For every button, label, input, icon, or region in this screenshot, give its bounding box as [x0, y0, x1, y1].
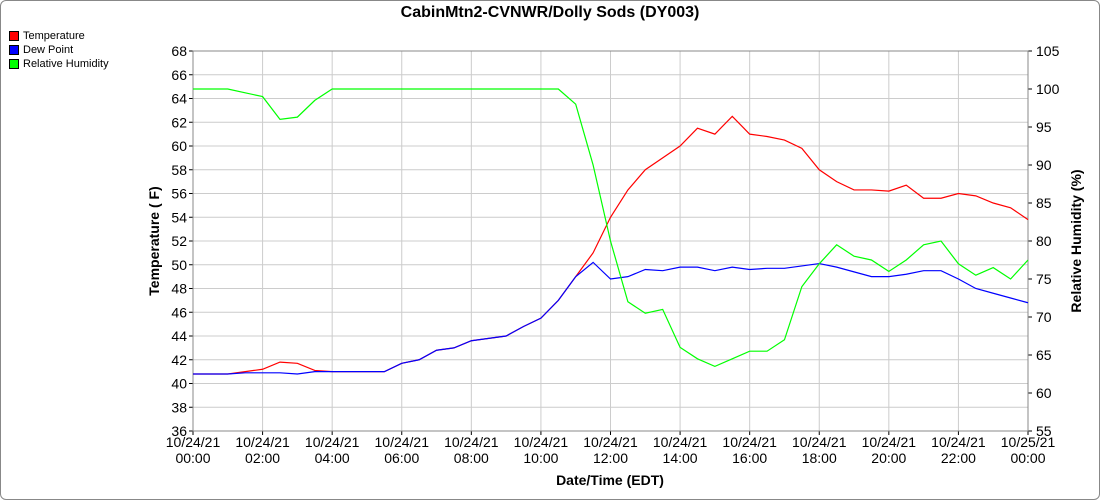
x-tick-label: 10/24/21 18:00: [792, 434, 847, 466]
series-line: [193, 261, 1029, 375]
x-tick-label: 10/24/21 08:00: [444, 434, 499, 466]
x-tick-label: 10/25/21 00:00: [1000, 434, 1056, 466]
legend-swatch: [9, 59, 19, 69]
legend-item: Temperature: [9, 29, 109, 43]
y-tick-label: 64: [171, 91, 187, 107]
y-tick-label: 58: [171, 162, 187, 178]
series-line: [193, 88, 1029, 368]
y-tick-label: 50: [171, 257, 187, 273]
x-tick-label: 10/24/21 00:00: [165, 434, 221, 466]
y2-tick-label: 65: [1036, 347, 1052, 363]
legend-swatch: [9, 45, 19, 55]
legend: Temperature Dew Point Relative Humidity: [9, 29, 109, 71]
x-tick-label: 10/24/21 12:00: [583, 434, 638, 466]
y-tick-label: 60: [171, 138, 187, 154]
y2-tick-label: 85: [1036, 195, 1052, 211]
y-tick-label: 38: [171, 399, 187, 415]
legend-swatch: [9, 31, 19, 41]
x-tick-label: 10/24/21 10:00: [513, 434, 569, 466]
x-tick-label: 10/24/21 02:00: [235, 434, 290, 466]
y-tick-label: 48: [171, 281, 187, 297]
x-tick-label: 10/24/21 16:00: [722, 434, 777, 466]
y2-tick-label: 75: [1036, 271, 1052, 287]
x-axis-label: Date/Time (EDT): [556, 472, 664, 488]
y-tick-label: 62: [171, 114, 187, 130]
y2-tick-label: 70: [1036, 309, 1052, 325]
plot-frame: [192, 50, 1029, 432]
legend-item: Relative Humidity: [9, 57, 109, 71]
y2-tick-label: 95: [1036, 119, 1052, 135]
legend-item: Dew Point: [9, 43, 109, 57]
y2-axis-label: Relative Humidity (%): [1068, 169, 1084, 312]
y-tick-label: 36: [171, 423, 187, 439]
legend-label: Relative Humidity: [23, 58, 109, 70]
x-tick-label: 10/24/21 06:00: [374, 434, 430, 466]
y2-tick-label: 90: [1036, 157, 1052, 173]
y2-tick-label: 80: [1036, 233, 1052, 249]
x-tick-label: 10/24/21 20:00: [861, 434, 917, 466]
chart-title: CabinMtn2-CVNWR/Dolly Sods (DY003): [401, 4, 700, 21]
y-tick-label: 56: [171, 186, 187, 202]
x-tick-label: 10/24/21 14:00: [652, 434, 708, 466]
y-tick-label: 66: [171, 67, 187, 83]
y2-tick-label: 60: [1036, 385, 1052, 401]
x-tick-label: 10/24/21 22:00: [931, 434, 986, 466]
y-tick-label: 44: [171, 328, 187, 344]
y2-tick-label: 55: [1036, 423, 1052, 439]
y-axis-label: Temperature ( F): [146, 186, 162, 295]
legend-label: Dew Point: [23, 44, 74, 56]
y-tick-label: 46: [171, 304, 187, 320]
y-tick-label: 42: [171, 352, 187, 368]
x-tick-label: 10/24/21 04:00: [304, 434, 360, 466]
y-tick-label: 54: [171, 209, 187, 225]
legend-label: Temperature: [23, 30, 85, 42]
y-tick-label: 68: [171, 43, 187, 59]
y-tick-label: 40: [171, 376, 187, 392]
y2-tick-label: 105: [1036, 43, 1060, 59]
y-tick-label: 52: [171, 233, 187, 249]
y2-tick-label: 100: [1036, 81, 1060, 97]
